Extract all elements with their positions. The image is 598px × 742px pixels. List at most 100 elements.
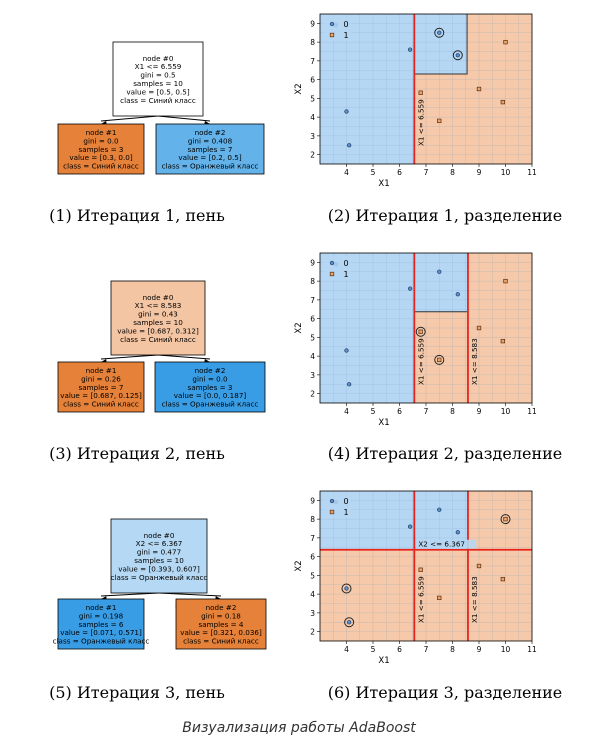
tree-node-left [57,361,145,413]
weighted-point-ring [452,50,463,61]
tree-node-line: samples = 3 [187,383,232,392]
panel-caption-4: (4) Итерация 2, разделение [327,444,563,463]
y-tick-label: 8 [310,38,315,47]
tree-node-line: value = [0.5, 0.5] [126,87,189,96]
weighted-point-ring [341,583,352,594]
x-tick-label: 4 [344,645,349,654]
point-class-1 [476,86,482,92]
legend-marker-0 [329,21,335,27]
tree-node-line: X1 <= 8.583 [135,301,182,310]
tree-edge-left [100,115,159,122]
y-tick-label: 8 [310,277,315,286]
point-class-0 [407,47,413,52]
point-class-0 [347,382,352,387]
tree-node-line: class = Оранжевый класс [162,162,259,171]
tree-node-left [57,598,145,650]
legend-label: 0 [343,259,348,268]
legend-marker-1 [329,32,335,38]
split-label-bg [416,539,477,549]
tree-node-line: samples = 7 [78,383,123,392]
x-tick-label: 11 [527,645,537,654]
y-tick-label: 2 [310,151,315,160]
tree-node-line: node #2 [206,603,237,612]
tree-node-line: gini = 0.198 [79,611,124,620]
point-class-1 [500,338,505,344]
y-tick-label: 9 [310,496,315,505]
x-tick-label: 7 [424,645,429,654]
point-class-0 [455,530,460,535]
tree-node-line: value = [0.687, 0.125] [60,391,142,400]
tree-node-line: samples = 4 [198,620,243,629]
x-tick-label: 9 [477,168,482,177]
y-tick-label: 6 [310,315,315,324]
x-tick-label: 5 [371,407,376,416]
y-tick-label: 6 [310,76,315,85]
legend-marker-1 [329,271,335,277]
point-class-1 [437,118,442,124]
y-axis-label: X2 [294,560,304,571]
tree-node-line: gini = 0.0 [192,374,228,383]
weighted-point-ring [434,354,445,365]
x-tick-label: 4 [344,168,349,177]
tree-node-left [57,123,145,175]
tree-node-right [155,123,265,175]
y-tick-label: 8 [310,515,315,524]
point-class-1 [503,39,508,45]
tree-node-line: class = Синий класс [63,400,139,409]
figure-caption: Визуализация работы AdaBoost [182,720,416,736]
weighted-point-ring [500,514,511,525]
point-class-0 [437,30,442,35]
tree-node-line: X1 <= 6.559 [135,62,182,71]
point-class-1 [476,325,482,331]
plot-1: X1 <= 6.559 0 1 4 5 6 7 8 9 10 11 2 3 4 5 6 7 8 9 X1 X2 [294,13,537,189]
panel-caption-5: (5) Итерация 3, пень [49,683,225,702]
tree-node-line: value = [0.2, 0.5] [178,153,241,162]
plot-2: X1 <= 6.559 X1 <= 8.583 0 1 4 5 6 7 8 9 10 11 2 3 4 5 6 7… [294,252,537,428]
tree-edge-left [100,592,160,597]
point-class-0 [344,586,349,591]
tree-node-line: class = Оранжевый класс [53,637,150,646]
region-boundary [414,14,468,75]
tree-edge-left [100,354,159,360]
point-class-1 [437,595,442,601]
tree-node-line: gini = 0.5 [140,71,175,80]
y-tick-label: 5 [310,333,315,342]
tree-node-right [175,598,267,650]
tree-node-line: gini = 0.26 [81,374,121,383]
tree-node-line: node #1 [86,603,117,612]
y-tick-label: 5 [310,571,315,580]
panel-caption-3: (3) Итерация 2, пень [49,444,225,463]
point-class-1 [418,567,423,572]
tree-node-line: value = [0.321, 0.036] [180,628,262,637]
point-class-1 [500,576,505,582]
x-tick-label: 10 [501,168,511,177]
y-tick-label: 7 [310,534,315,543]
weighted-point-ring [344,617,355,628]
y-tick-label: 7 [310,57,315,66]
x-tick-label: 7 [424,168,429,177]
tree-node-line: gini = 0.18 [201,611,241,620]
legend-marker-0 [329,260,335,266]
legend-marker-1 [329,509,335,515]
point-class-1 [500,99,505,105]
y-tick-label: 9 [310,258,315,267]
region-blue [414,253,468,312]
tree-node-line: samples = 10 [134,556,184,565]
split-label: X1 <= 8.583 [470,576,479,623]
panel-caption-2: (2) Итерация 1, разделение [327,206,563,225]
y-tick-label: 5 [310,94,315,103]
x-axis-label: X1 [378,418,389,428]
split-label: X1 <= 8.583 [470,338,479,385]
tree-node-line: node #1 [86,366,117,375]
tree-node-root [110,280,206,356]
y-tick-label: 3 [310,132,315,141]
legend-label: 0 [343,20,348,29]
split-label: X1 <= 6.559 [416,99,425,146]
tree-node-line: samples = 3 [78,145,123,154]
y-tick-label: 2 [310,390,315,399]
y-tick-label: 2 [310,628,315,637]
tree-node-line: node #0 [144,531,175,540]
split-label: X1 <= 6.559 [416,576,425,623]
